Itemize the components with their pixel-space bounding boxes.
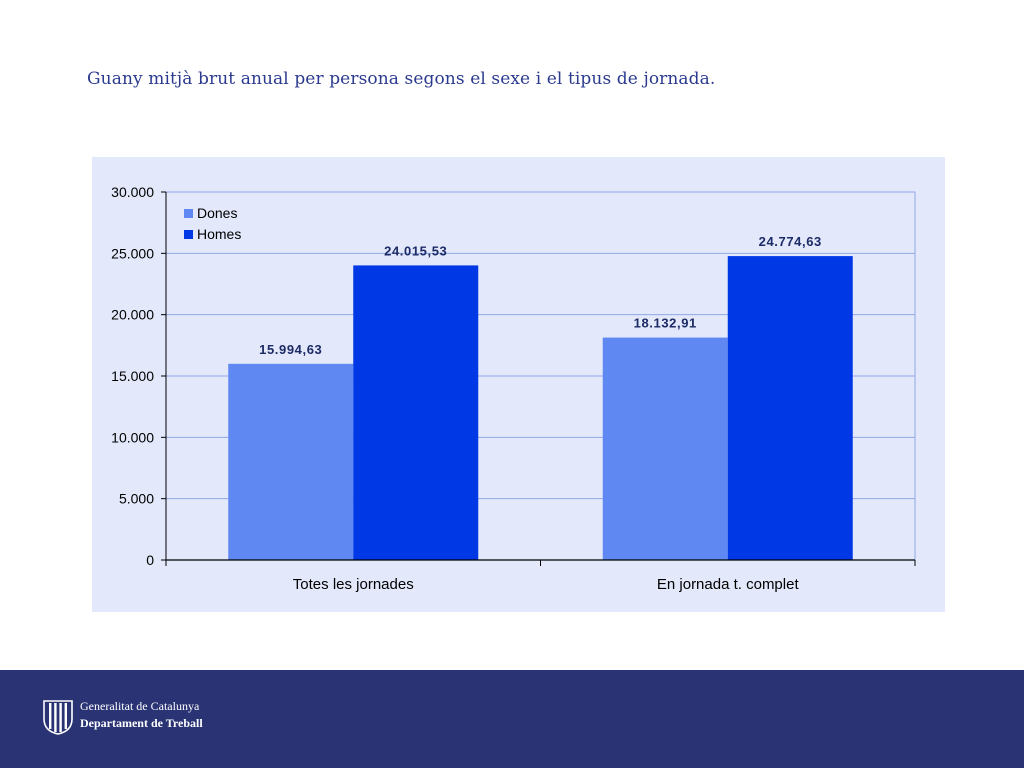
bar-chart: 0 5.000 10.000 15.000 20.000 25.000 30.000 Tote… (111, 184, 916, 593)
catalan-flag-emblem-icon (43, 700, 73, 735)
bar-homes-0 (353, 265, 479, 560)
y-tick-label: 30.000 (111, 184, 154, 200)
y-tick-label: 25.000 (111, 245, 154, 261)
legend-label: Dones (197, 205, 237, 221)
axes: 0 5.000 10.000 15.000 20.000 25.000 30.000 Tote… (111, 184, 916, 593)
data-label: 24.774,63 (759, 234, 822, 249)
legend-swatch-dones (184, 209, 193, 218)
legend-label: Homes (197, 226, 241, 242)
bar-dones-0 (228, 363, 354, 560)
y-tick-label: 20.000 (111, 307, 154, 323)
bar-homes-1 (727, 256, 853, 560)
legend: Dones Homes (184, 205, 241, 242)
organization-name: Generalitat de Catalunya (80, 699, 200, 713)
y-tick-label: 15.000 (111, 368, 154, 384)
y-tick-label: 5.000 (119, 491, 154, 507)
data-label: 15.994,63 (259, 342, 322, 357)
y-tick-label: 0 (146, 552, 154, 568)
data-label: 18.132,91 (634, 316, 697, 331)
legend-swatch-homes (184, 230, 193, 239)
slide-title: Guany mitjà brut anual per persona segon… (87, 69, 716, 89)
footer-bar: Generalitat de Catalunya Departament de … (0, 670, 1024, 768)
bars (228, 256, 853, 560)
department-name: Departament de Treball (80, 716, 203, 730)
x-category-label: En jornada t. complet (657, 576, 800, 593)
y-tick-label: 10.000 (111, 429, 154, 445)
bar-dones-1 (602, 337, 728, 560)
chart-panel: 0 5.000 10.000 15.000 20.000 25.000 30.000 Tote… (92, 157, 945, 612)
data-label: 24.015,53 (384, 243, 447, 258)
data-labels: 15.994,63 24.015,53 18.132,91 24.774,63 (259, 234, 822, 357)
x-category-label: Totes les jornades (293, 576, 414, 593)
